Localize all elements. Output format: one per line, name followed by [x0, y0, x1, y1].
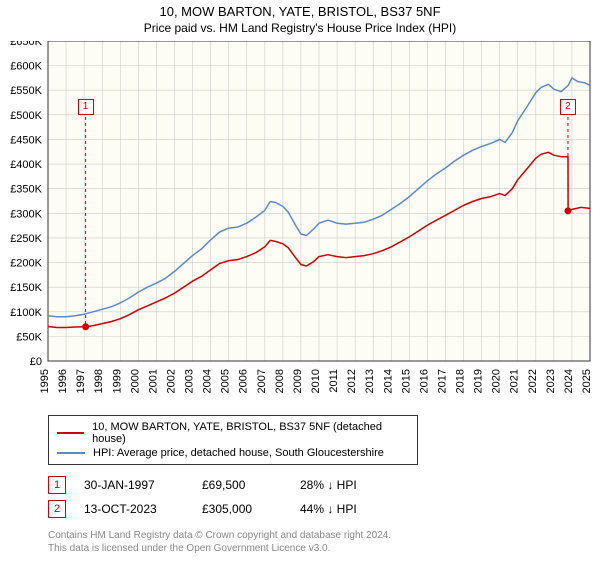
svg-text:2014: 2014	[382, 369, 394, 393]
svg-text:2021: 2021	[509, 369, 521, 393]
svg-text:2012: 2012	[346, 369, 358, 393]
svg-text:£0: £0	[30, 356, 42, 368]
svg-text:2003: 2003	[184, 369, 196, 393]
svg-text:£50K: £50K	[16, 331, 42, 343]
legend-swatch	[57, 452, 85, 454]
svg-text:1997: 1997	[75, 369, 87, 393]
svg-text:£150K: £150K	[10, 282, 42, 294]
svg-text:2018: 2018	[455, 369, 467, 393]
svg-text:2022: 2022	[527, 369, 539, 393]
chart-title: 10, MOW BARTON, YATE, BRISTOL, BS37 5NF	[0, 4, 600, 19]
svg-text:2020: 2020	[491, 369, 503, 393]
record-hpi-delta: 28% ↓ HPI	[300, 478, 400, 492]
svg-text:2016: 2016	[418, 369, 430, 393]
svg-text:2024: 2024	[563, 369, 575, 393]
svg-text:2015: 2015	[400, 369, 412, 393]
svg-text:2000: 2000	[129, 369, 141, 393]
footnote: Contains HM Land Registry data © Crown c…	[48, 529, 548, 555]
svg-text:1996: 1996	[57, 369, 69, 393]
legend: 10, MOW BARTON, YATE, BRISTOL, BS37 5NF …	[48, 415, 418, 465]
legend-item: HPI: Average price, detached house, Sout…	[57, 446, 409, 460]
svg-text:2005: 2005	[220, 369, 232, 393]
svg-text:1995: 1995	[39, 369, 51, 393]
svg-text:2017: 2017	[436, 369, 448, 393]
svg-text:£250K: £250K	[10, 233, 42, 245]
footnote-line: This data is licensed under the Open Gov…	[48, 542, 548, 555]
svg-text:£350K: £350K	[10, 184, 42, 196]
legend-item: 10, MOW BARTON, YATE, BRISTOL, BS37 5NF …	[57, 420, 409, 446]
chart-marker-badge: 2	[560, 99, 576, 115]
svg-text:2013: 2013	[364, 369, 376, 393]
record-price: £69,500	[202, 478, 282, 492]
record-badge: 1	[48, 476, 66, 494]
svg-text:£300K: £300K	[10, 208, 42, 220]
record-hpi-delta: 44% ↓ HPI	[300, 502, 400, 516]
svg-text:£650K: £650K	[10, 41, 42, 48]
chart-subtitle: Price paid vs. HM Land Registry's House …	[0, 21, 600, 35]
legend-label: 10, MOW BARTON, YATE, BRISTOL, BS37 5NF …	[92, 421, 409, 445]
svg-text:£200K: £200K	[10, 258, 42, 270]
chart-marker-badge: 1	[78, 99, 94, 115]
svg-text:1999: 1999	[111, 369, 123, 393]
record-row: 1 30-JAN-1997 £69,500 28% ↓ HPI	[48, 473, 600, 497]
legend-swatch	[57, 432, 84, 434]
svg-text:2001: 2001	[147, 369, 159, 393]
record-price: £305,000	[202, 502, 282, 516]
svg-text:2019: 2019	[473, 369, 485, 393]
svg-text:2011: 2011	[328, 369, 340, 393]
svg-text:2008: 2008	[274, 369, 286, 393]
svg-text:2025: 2025	[581, 369, 593, 393]
svg-text:2009: 2009	[292, 369, 304, 393]
record-date: 30-JAN-1997	[84, 478, 184, 492]
svg-text:2006: 2006	[238, 369, 250, 393]
svg-text:£600K: £600K	[10, 61, 42, 73]
transaction-records: 1 30-JAN-1997 £69,500 28% ↓ HPI 2 13-OCT-2023…	[48, 473, 600, 521]
record-badge: 2	[48, 500, 66, 518]
svg-text:2007: 2007	[256, 369, 268, 393]
price-chart: £0 £50K £100K £150K £200K £250K £300K £350K £400…	[0, 41, 600, 411]
svg-text:2002: 2002	[165, 369, 177, 393]
svg-text:£450K: £450K	[10, 134, 42, 146]
svg-text:£550K: £550K	[10, 85, 42, 97]
record-date: 13-OCT-2023	[84, 502, 184, 516]
record-row: 2 13-OCT-2023 £305,000 44% ↓ HPI	[48, 497, 600, 521]
legend-label: HPI: Average price, detached house, Sout…	[93, 447, 384, 459]
svg-text:£100K: £100K	[10, 307, 42, 319]
svg-text:1998: 1998	[93, 369, 105, 393]
footnote-line: Contains HM Land Registry data © Crown c…	[48, 529, 548, 542]
svg-text:£500K: £500K	[10, 110, 42, 122]
svg-text:2023: 2023	[545, 369, 557, 393]
svg-text:£400K: £400K	[10, 159, 42, 171]
svg-text:2010: 2010	[310, 369, 322, 393]
svg-text:2004: 2004	[202, 369, 214, 393]
